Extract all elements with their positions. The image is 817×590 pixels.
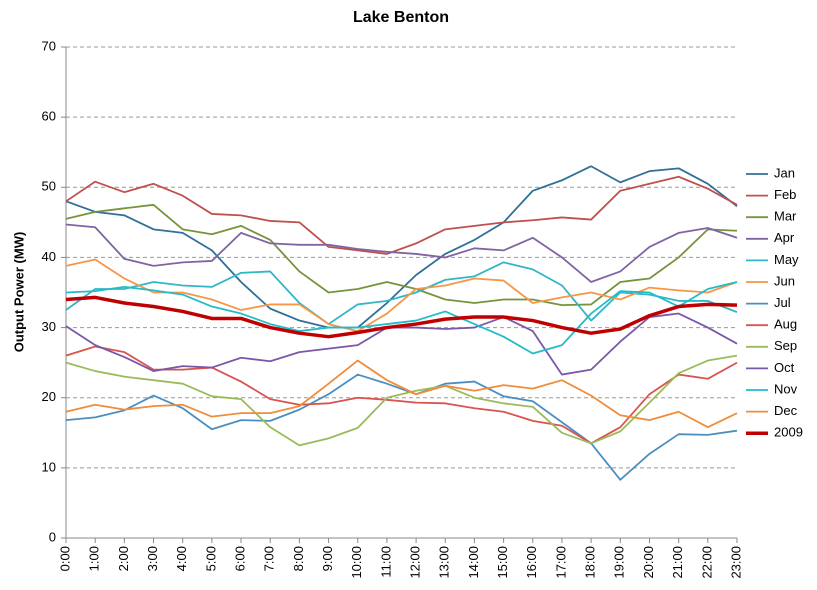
x-tick-label: 12:00 [408,546,423,579]
series-line [65,258,738,332]
series-line [65,354,738,447]
legend-label: Aug [774,317,797,332]
chart-title: Lake Benton [353,9,449,26]
x-tick-label: 2:00 [116,546,131,571]
series-line [65,373,738,481]
legend-label: Mar [774,209,797,224]
x-tick-label: 14:00 [466,546,481,579]
y-tick-label: 10 [42,459,56,474]
x-tick-label: 7:00 [262,546,277,571]
x-tick-label: 23:00 [728,546,743,579]
x-tick-label: 6:00 [232,546,247,571]
series-line [65,165,738,329]
series-line [65,203,738,307]
x-tick-label: 0:00 [57,546,72,571]
x-tick-label: 3:00 [145,546,160,571]
legend-label: Oct [774,360,795,375]
x-tick-label: 19:00 [612,546,627,579]
y-tick-label: 60 [42,109,56,124]
legend-label: Apr [774,230,795,245]
series-line [65,295,738,339]
x-tick-label: 1:00 [87,546,102,571]
x-tick-label: 22:00 [699,546,714,579]
x-tick-label: 13:00 [437,546,452,579]
x-tick-label: 21:00 [670,546,685,579]
legend-label: Nov [774,381,798,396]
x-tick-label: 5:00 [203,546,218,571]
x-tick-label: 9:00 [320,546,335,571]
x-tick-label: 16:00 [524,546,539,579]
x-tick-label: 8:00 [291,546,306,571]
legend-label: Jan [774,165,795,180]
legend-label: Feb [774,187,796,202]
x-tick-label: 11:00 [378,546,393,578]
series-line [65,359,738,429]
y-axis-label: Output Power (MW) [11,232,26,353]
x-tick-label: 4:00 [174,546,189,571]
x-tick-label: 10:00 [349,546,364,579]
x-tick-label: 18:00 [583,546,598,579]
x-tick-label: 20:00 [641,546,656,579]
y-tick-label: 70 [42,38,56,53]
x-tick-label: 15:00 [495,546,510,579]
y-tick-label: 40 [42,249,56,264]
series-line [65,223,738,283]
y-tick-label: 20 [42,389,56,404]
series-line [65,345,738,445]
series-line [65,175,738,255]
legend-label: Dec [774,403,798,418]
x-tick-label: 17:00 [553,546,568,579]
legend-label: Jun [774,273,795,288]
legend-label: Sep [774,338,797,353]
y-tick-label: 50 [42,179,56,194]
series-line [65,281,738,355]
legend-label: May [774,252,799,267]
y-tick-label: 30 [42,319,56,334]
y-tick-label: 0 [49,529,56,544]
series-line [65,261,738,325]
legend-label: Jul [774,295,791,310]
legend-label: 2009 [774,425,803,440]
